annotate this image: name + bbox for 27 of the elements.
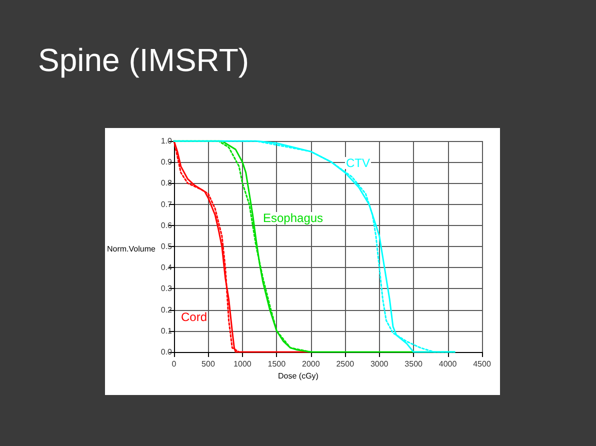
x-tick-label: 3500: [404, 360, 424, 368]
annotation: Esophagus: [263, 211, 324, 225]
y-tick-label: 0.5: [160, 242, 173, 251]
x-tick-label: 2500: [336, 360, 355, 368]
annotation: Cord: [181, 310, 208, 324]
x-tick-label: 4500: [473, 360, 492, 368]
y-tick-label: 1.0: [160, 136, 173, 146]
y-tick-label: 0.1: [160, 326, 173, 336]
y-tick-label: 0.2: [160, 305, 173, 314]
annotation: CTV: [346, 156, 370, 170]
y-tick-label: 0.8: [160, 178, 173, 188]
x-tick-label: 500: [202, 360, 216, 368]
x-tick-label: 2000: [302, 360, 320, 368]
y-tick-label: 0.0: [160, 348, 173, 356]
x-axis-title: Dose (cGy): [278, 372, 319, 380]
y-axis-title: Norm.Volume: [107, 244, 156, 254]
y-tick-label: 0.3: [160, 284, 173, 294]
x-tick-label: 1000: [234, 360, 252, 368]
x-tick-label: 3000: [370, 360, 389, 368]
x-tick-label: 0: [172, 360, 177, 368]
y-tick-label: 0.6: [160, 220, 173, 230]
y-tick-label: 0.4: [160, 263, 173, 272]
x-tick-label: 1500: [268, 360, 286, 368]
y-tick-label: 0.9: [160, 158, 173, 167]
y-tick-label: 0.7: [160, 200, 173, 209]
chart-title: Spine (IMSRT): [38, 42, 250, 79]
x-tick-label: 4000: [438, 360, 458, 368]
